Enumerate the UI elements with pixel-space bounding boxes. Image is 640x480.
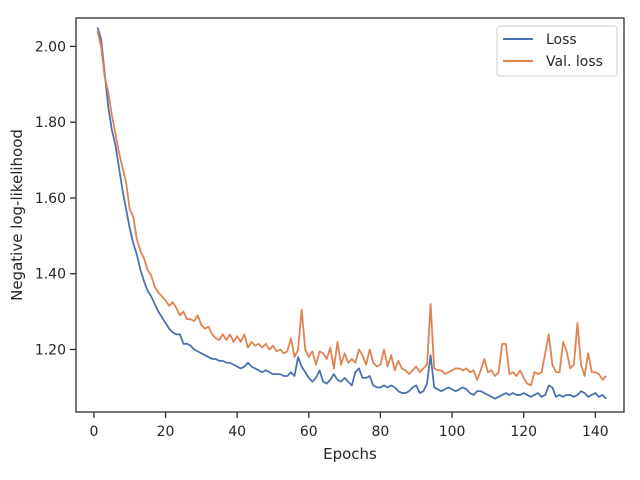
x-axis-ticks: 0 20 40 60 80 100 120 140 (89, 412, 609, 440)
legend-label-val-loss: Val. loss (546, 54, 603, 70)
y-tick-label: 1.20 (35, 342, 66, 358)
x-tick-label: 140 (582, 424, 609, 440)
x-tick-label: 80 (372, 424, 390, 440)
y-tick-label: 2.00 (35, 39, 66, 55)
legend-label-loss: Loss (546, 32, 577, 48)
y-tick-label: 1.60 (35, 191, 66, 207)
legend: Loss Val. loss (496, 25, 618, 77)
series-line-val-loss (96, 31, 607, 387)
x-tick-label: 0 (89, 424, 98, 440)
x-tick-label: 40 (228, 424, 246, 440)
y-tick-label: 1.80 (35, 115, 66, 131)
x-tick-label: 120 (510, 424, 537, 440)
x-tick-label: 60 (300, 424, 318, 440)
y-tick-label: 1.40 (35, 267, 66, 283)
plot-frame (75, 17, 625, 413)
x-tick-label: 100 (439, 424, 466, 440)
x-tick-label: 20 (157, 424, 175, 440)
series-lines (96, 27, 607, 400)
y-axis-label: Negative log-likelihood (8, 129, 26, 301)
x-axis-label: Epochs (323, 445, 377, 463)
series-line-loss (96, 27, 607, 400)
y-axis-ticks: 1.20 1.40 1.60 1.80 2.00 (35, 39, 76, 358)
